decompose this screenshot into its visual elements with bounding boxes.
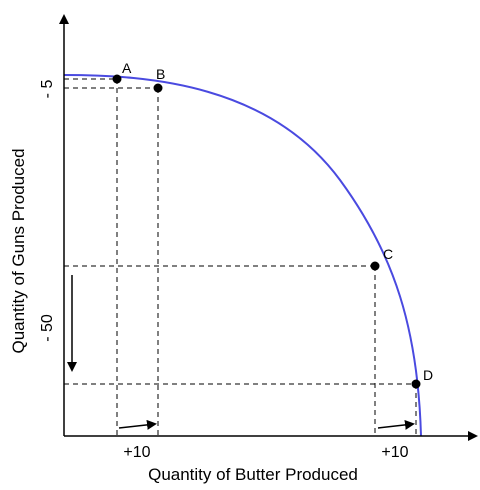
y-annotation-minus-5: - 5: [39, 80, 56, 99]
x-annotation-plus-10-left: +10: [123, 444, 150, 461]
x-axis-title: Quantity of Butter Produced: [148, 465, 358, 484]
point-a-marker: [112, 74, 122, 84]
arrow-right-butter-1: [118, 419, 157, 430]
y-annotation-minus-50: - 50: [39, 314, 56, 342]
point-d-label: D: [423, 367, 433, 383]
point-c-label: C: [383, 246, 393, 262]
guide-lines: [64, 78, 417, 436]
point-b-marker: [153, 83, 163, 93]
ppf-curve: [63, 74, 422, 437]
arrow-right-butter-2: [377, 419, 415, 430]
point-d-marker: [411, 379, 421, 389]
y-axis-title: Quantity of Guns Produced: [9, 148, 28, 353]
point-a-label: A: [122, 60, 132, 76]
x-annotation-plus-10-right: +10: [381, 444, 408, 461]
point-c-marker: [370, 261, 380, 271]
point-b-label: B: [156, 66, 165, 82]
